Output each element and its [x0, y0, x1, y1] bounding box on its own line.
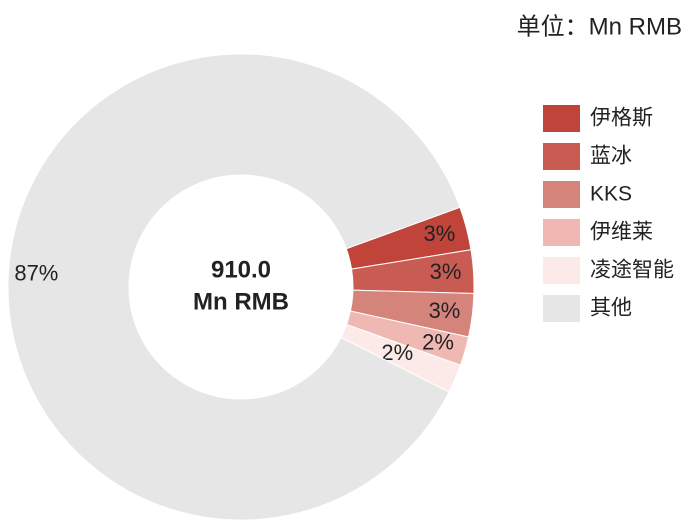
- legend-label: 其他: [590, 297, 632, 320]
- center-unit: Mn RMB: [193, 288, 289, 315]
- legend-label: KKS: [590, 183, 632, 206]
- slice-label: 3%: [430, 259, 462, 284]
- legend-swatch: [543, 219, 580, 246]
- slice-label: 3%: [429, 298, 461, 323]
- legend-swatch: [543, 143, 580, 170]
- legend-label: 伊维莱: [590, 221, 653, 244]
- legend-swatch: [543, 257, 580, 284]
- legend-swatch: [543, 105, 580, 132]
- subtitle: 单位：Mn RMB: [517, 13, 682, 40]
- slice-label: 2%: [422, 329, 454, 354]
- legend-label: 凌途智能: [590, 259, 674, 282]
- donut-slice: [7, 53, 461, 521]
- slice-label: 3%: [423, 221, 455, 246]
- legend-swatch: [543, 181, 580, 208]
- legend-label: 伊格斯: [590, 107, 653, 130]
- legend-label: 蓝冰: [590, 145, 632, 168]
- legend-swatch: [543, 295, 580, 322]
- center-value: 910.0: [211, 256, 271, 283]
- slice-label: 87%: [14, 261, 58, 286]
